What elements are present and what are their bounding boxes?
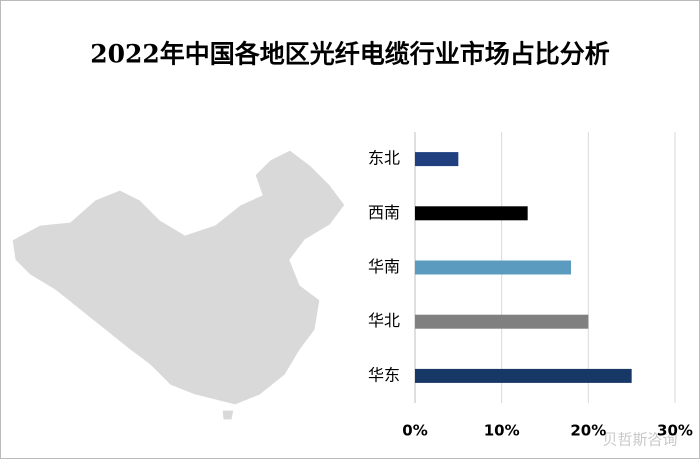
y-tick-label: 华北 (368, 311, 400, 330)
china-map (11, 149, 346, 421)
bar (415, 260, 571, 275)
x-tick-label: 10% (484, 422, 520, 440)
chart-title: 2022年中国各地区光纤电缆行业市场占比分析 (90, 40, 610, 69)
bar (415, 368, 632, 383)
bar (415, 152, 459, 167)
bar (415, 206, 528, 221)
y-tick-label: 华南 (368, 257, 400, 276)
x-tick-label: 20% (570, 422, 606, 440)
y-tick-label: 西南 (368, 203, 400, 222)
bar (415, 314, 589, 329)
x-tick-label: 30% (657, 422, 693, 440)
x-tick-label: 0% (402, 422, 427, 440)
y-tick-label: 东北 (368, 149, 400, 168)
y-tick-label: 华东 (368, 365, 400, 384)
watermark: 贝哲斯咨询 (602, 431, 677, 449)
